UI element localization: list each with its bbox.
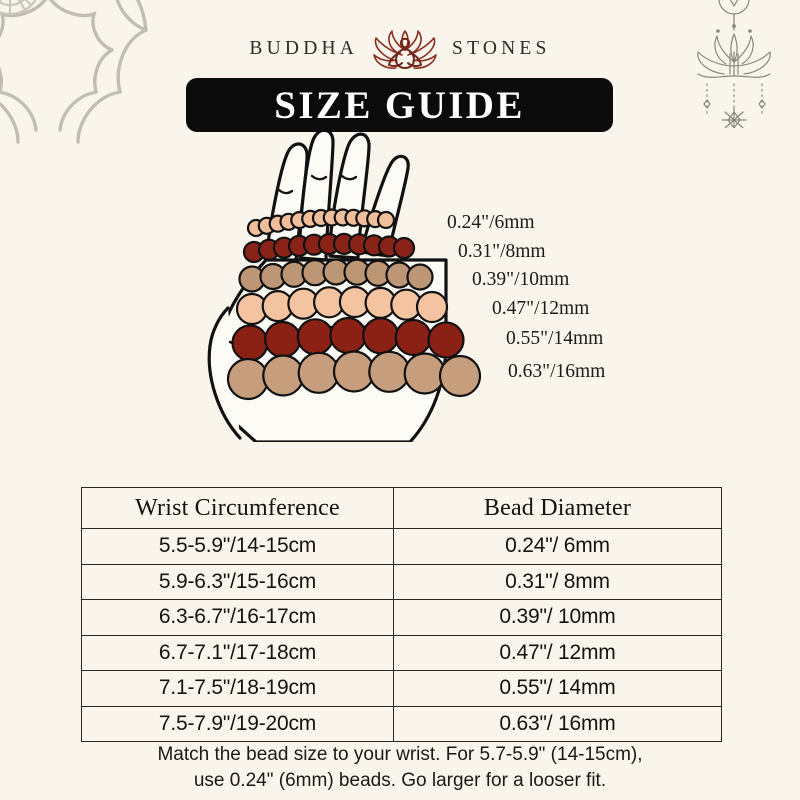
brand-lockup: BUDDHA STONES	[0, 24, 800, 74]
table-row: 6.3-6.7"/16-17cm 0.39"/ 10mm	[81, 599, 722, 636]
table-header-row: Wrist Circumference Bead Diameter	[81, 487, 722, 529]
lotus-meditation-figure-icon	[373, 30, 437, 69]
brand-word-right: STONES	[452, 38, 551, 60]
footer-note: Match the bead size to your wrist. For 5…	[0, 742, 800, 794]
bead	[392, 236, 416, 260]
column-header-bead: Bead Diameter	[393, 487, 722, 529]
cell-wrist: 5.5-5.9"/14-15cm	[81, 528, 394, 565]
table-row: 5.5-5.9"/14-15cm 0.24"/ 6mm	[81, 528, 722, 565]
hand-with-bracelets-illustration	[170, 132, 670, 442]
bead-label-6mm: 0.24"/6mm	[447, 212, 535, 233]
bead	[376, 210, 396, 230]
cell-bead: 0.39"/ 10mm	[393, 599, 722, 636]
table-row: 6.7-7.1"/17-18cm 0.47"/ 12mm	[81, 634, 722, 671]
page-title-banner: SIZE GUIDE	[186, 78, 613, 132]
table-row: 7.5-7.9"/19-20cm 0.63"/ 16mm	[81, 705, 722, 742]
bead-label-14mm: 0.55"/14mm	[506, 328, 604, 349]
bead	[231, 324, 269, 362]
bead	[368, 350, 411, 393]
bead	[403, 352, 446, 395]
brand-word-left: BUDDHA	[249, 38, 359, 60]
cell-bead: 0.55"/ 14mm	[393, 670, 722, 707]
cell-wrist: 7.5-7.9"/19-20cm	[81, 705, 394, 742]
cell-wrist: 5.9-6.3"/15-16cm	[81, 563, 394, 600]
bracelet-bead-rows	[226, 208, 482, 401]
page-title: SIZE GUIDE	[274, 83, 525, 127]
bead	[329, 316, 367, 355]
bead	[406, 263, 434, 291]
bead	[332, 350, 376, 393]
footer-line-1: Match the bead size to your wrist. For 5…	[157, 744, 643, 765]
bead	[262, 354, 305, 397]
bead-label-10mm: 0.39"/10mm	[472, 269, 570, 290]
bead	[427, 321, 465, 359]
mandala-icon	[0, 0, 148, 144]
cell-bead: 0.47"/ 12mm	[393, 634, 722, 671]
bead	[362, 317, 400, 355]
lotus-ornament-icon	[697, 0, 771, 128]
cell-wrist: 6.7-7.1"/17-18cm	[81, 634, 394, 671]
bead	[296, 318, 334, 356]
cell-bead: 0.63"/ 16mm	[393, 705, 722, 742]
bead	[226, 357, 270, 401]
table-row: 5.9-6.3"/15-16cm 0.31"/ 8mm	[81, 563, 722, 600]
bead	[415, 290, 449, 324]
cell-wrist: 7.1-7.5"/18-19cm	[81, 670, 394, 707]
bead	[438, 354, 482, 398]
bead-size-labels: 0.24"/6mm 0.31"/8mm 0.39"/10mm 0.47"/12m…	[440, 200, 780, 400]
cell-bead: 0.31"/ 8mm	[393, 563, 722, 600]
table-row: 7.1-7.5"/18-19cm 0.55"/ 14mm	[81, 670, 722, 707]
bead	[264, 320, 302, 359]
footer-line-2: use 0.24" (6mm) beads. Go larger for a l…	[193, 770, 607, 792]
bead-label-8mm: 0.31"/8mm	[458, 241, 546, 262]
bead-label-12mm: 0.47"/12mm	[492, 298, 590, 319]
bead-label-16mm: 0.63"/16mm	[508, 361, 606, 382]
cell-bead: 0.24"/ 6mm	[393, 528, 722, 565]
cell-wrist: 6.3-6.7"/16-17cm	[81, 599, 394, 636]
size-table: Wrist Circumference Bead Diameter 5.5-5.…	[81, 487, 722, 742]
column-header-wrist: Wrist Circumference	[81, 487, 394, 529]
bead	[394, 318, 432, 357]
bead	[297, 351, 340, 394]
